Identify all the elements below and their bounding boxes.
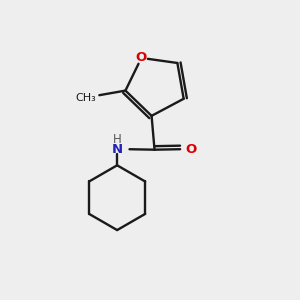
Text: O: O (185, 142, 196, 156)
Text: O: O (136, 51, 147, 64)
Text: N: N (112, 142, 123, 156)
Text: H: H (113, 133, 122, 146)
Text: CH₃: CH₃ (76, 93, 96, 103)
